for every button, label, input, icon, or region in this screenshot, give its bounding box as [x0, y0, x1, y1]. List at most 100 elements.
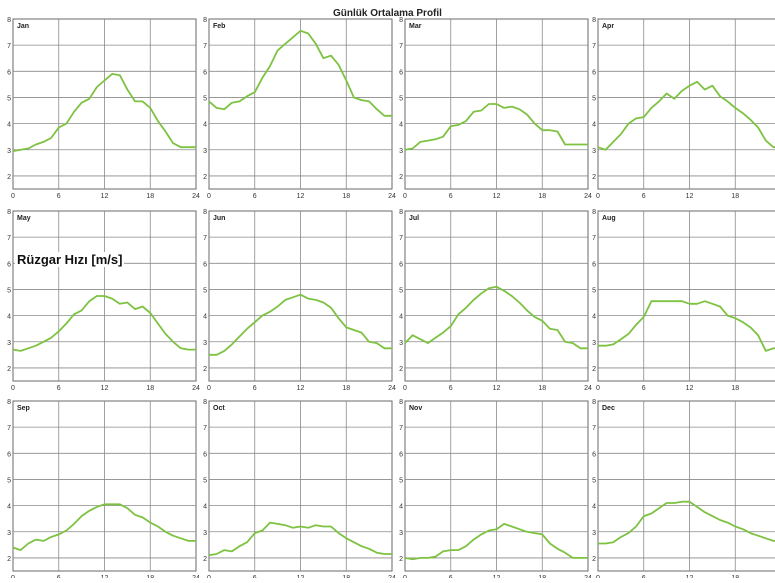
y-tick-label: 6 — [399, 69, 403, 76]
panel-label-feb: Feb — [213, 23, 225, 30]
x-tick-label: 24 — [192, 385, 200, 392]
y-tick-label: 6 — [203, 261, 207, 268]
y-tick-label: 7 — [7, 43, 11, 50]
y-tick-label: 4 — [592, 122, 596, 129]
y-tick-label: 6 — [203, 451, 207, 458]
y-tick-label: 6 — [399, 261, 403, 268]
x-tick-label: 0 — [11, 385, 15, 392]
panel-label-apr: Apr — [602, 23, 614, 30]
x-tick-label: 6 — [642, 193, 646, 200]
y-tick-label: 3 — [592, 148, 596, 155]
y-tick-label: 4 — [7, 314, 11, 321]
y-tick-label: 4 — [399, 122, 403, 129]
panel-label-jan: Jan — [17, 23, 29, 30]
y-tick-label: 7 — [203, 43, 207, 50]
x-tick-label: 18 — [342, 385, 350, 392]
x-tick-label: 6 — [449, 193, 453, 200]
y-tick-label: 6 — [592, 261, 596, 268]
y-tick-label: 4 — [203, 314, 207, 321]
y-tick-label: 3 — [203, 530, 207, 537]
y-tick-label: 7 — [399, 43, 403, 50]
y-tick-label: 8 — [203, 399, 207, 406]
y-tick-label: 3 — [203, 148, 207, 155]
panel-jan: 2 3 4 5 6 7 8 0 6 12 18 24 Jan — [7, 17, 200, 200]
x-tick-label: 12 — [686, 385, 694, 392]
x-tick-label: 0 — [207, 193, 211, 200]
y-tick-label: 7 — [399, 425, 403, 432]
x-tick-label: 0 — [11, 193, 15, 200]
x-tick-label: 6 — [57, 385, 61, 392]
y-tick-label: 2 — [592, 366, 596, 373]
panel-oct: 234567806121824Oct — [203, 399, 396, 582]
x-tick-label: 18 — [146, 385, 154, 392]
y-tick-label: 3 — [399, 148, 403, 155]
x-tick-label: 0 — [403, 193, 407, 200]
panel-frame — [597, 210, 775, 382]
y-tick-label: 8 — [592, 209, 596, 216]
chart-title: Günlük Ortalama Profil — [333, 8, 442, 19]
y-tick-label: 7 — [7, 425, 11, 432]
panel-mar: 2 3 4 5 6 7 8 0 6 12 18 24 Mar — [399, 17, 592, 200]
y-tick-label: 5 — [399, 95, 403, 102]
panel-label-oct: Oct — [213, 405, 225, 412]
x-tick-label: 12 — [493, 193, 501, 200]
y-tick-label: 5 — [592, 477, 596, 484]
y-tick-label: 4 — [399, 504, 403, 511]
panel-label-aug: Aug — [602, 215, 616, 222]
y-tick-label: 7 — [399, 235, 403, 242]
x-tick-label: 12 — [101, 193, 109, 200]
series-line-aug — [598, 300, 775, 352]
x-tick-label: 12 — [297, 385, 305, 392]
y-tick-label: 3 — [399, 340, 403, 347]
series-line-dec — [598, 500, 775, 545]
y-axis-label: Rüzgar Hızı [m/s] — [15, 252, 125, 267]
y-tick-label: 7 — [592, 43, 596, 50]
series-line-jan — [12, 73, 196, 152]
y-tick-label: 7 — [7, 235, 11, 242]
y-tick-label: 8 — [203, 209, 207, 216]
panel-frame — [597, 18, 775, 190]
x-tick-label: 12 — [297, 193, 305, 200]
x-tick-label: 0 — [207, 385, 211, 392]
x-tick-label: 6 — [253, 385, 257, 392]
series-line-may — [12, 295, 196, 352]
panel-sep: 234567806121824Sep — [7, 399, 200, 582]
x-tick-label: 0 — [403, 385, 407, 392]
y-tick-label: 5 — [399, 477, 403, 484]
x-tick-label: 18 — [731, 385, 739, 392]
y-tick-label: 8 — [7, 17, 11, 24]
x-tick-label: 24 — [388, 193, 396, 200]
y-tick-label: 5 — [203, 477, 207, 484]
x-tick-label: 18 — [538, 385, 546, 392]
y-tick-label: 2 — [7, 556, 11, 563]
x-tick-label: 12 — [101, 385, 109, 392]
y-tick-label: 6 — [7, 69, 11, 76]
panel-label-dec: Dec — [602, 405, 615, 412]
x-tick-label: 18 — [342, 193, 350, 200]
y-tick-label: 5 — [592, 95, 596, 102]
y-tick-label: 4 — [7, 504, 11, 511]
y-tick-label: 4 — [592, 314, 596, 321]
panel-label-may: May — [17, 215, 31, 222]
y-tick-label: 2 — [592, 556, 596, 563]
y-tick-label: 5 — [203, 95, 207, 102]
panel-aug: 234567806121824Aug — [592, 209, 775, 392]
x-tick-label: 12 — [493, 385, 501, 392]
y-tick-label: 3 — [7, 340, 11, 347]
y-tick-label: 5 — [7, 477, 11, 484]
y-tick-label: 4 — [7, 122, 11, 129]
panel-feb: 2 3 4 5 6 7 8 0 6 12 18 24 Feb — [203, 17, 396, 200]
y-tick-label: 3 — [203, 340, 207, 347]
y-tick-label: 5 — [203, 287, 207, 294]
x-tick-label: 18 — [731, 193, 739, 200]
y-tick-label: 7 — [592, 235, 596, 242]
y-tick-label: 6 — [592, 69, 596, 76]
y-tick-label: 8 — [592, 399, 596, 406]
panel-nov: 234567806121824Nov — [399, 399, 592, 582]
y-tick-label: 8 — [592, 17, 596, 24]
x-tick-label: 24 — [584, 385, 592, 392]
x-tick-label: 24 — [388, 385, 396, 392]
series-line-feb — [208, 29, 392, 117]
y-tick-label: 7 — [203, 425, 207, 432]
